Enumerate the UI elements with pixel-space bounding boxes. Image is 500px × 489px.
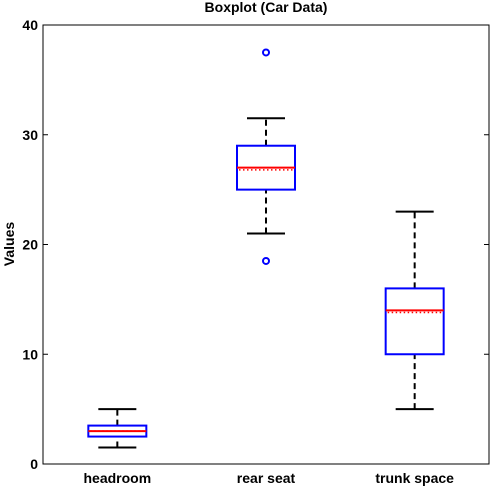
outlier-1-0 bbox=[262, 256, 270, 265]
plot-frame bbox=[42, 24, 490, 465]
y-tick-label-1: 10 bbox=[22, 346, 38, 362]
x-category-label-2: trunk space bbox=[375, 470, 454, 486]
y-tick-label-2: 20 bbox=[22, 237, 38, 253]
outlier-1-1 bbox=[262, 48, 270, 57]
y-tick-label-0: 0 bbox=[30, 456, 38, 472]
y-tick-label-3: 30 bbox=[22, 127, 38, 143]
box-group-2 bbox=[384, 210, 445, 411]
y-tick-label-4: 40 bbox=[22, 17, 38, 33]
box-iqr-2 bbox=[384, 287, 445, 356]
box-group-1 bbox=[236, 48, 296, 265]
x-axis-labels: headroom rear seat trunk space bbox=[83, 470, 454, 486]
x-category-label-0: headroom bbox=[83, 470, 151, 486]
y-axis-label: Values bbox=[1, 222, 17, 267]
y-axis-ticks: 0 10 20 30 40 bbox=[22, 17, 489, 472]
boxes-layer bbox=[87, 48, 445, 449]
chart-title: Boxplot (Car Data) bbox=[205, 0, 328, 15]
box-group-0 bbox=[87, 408, 148, 449]
x-category-label-1: rear seat bbox=[237, 470, 296, 486]
